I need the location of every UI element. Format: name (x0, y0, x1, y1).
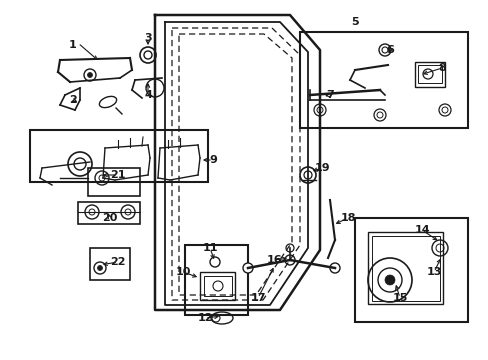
Text: 14: 14 (413, 225, 429, 235)
Bar (184, 245, 247, 315)
Text: 18: 18 (340, 213, 355, 223)
Bar (367, 232, 442, 304)
Text: 11: 11 (202, 243, 217, 253)
Circle shape (285, 255, 294, 265)
Text: 1: 1 (69, 40, 77, 50)
Text: 16: 16 (265, 255, 281, 265)
Text: 8: 8 (437, 63, 445, 73)
Bar (88, 168, 140, 196)
Bar (417, 65, 441, 83)
Circle shape (329, 263, 339, 273)
Text: 4: 4 (144, 90, 152, 100)
Bar (371, 236, 439, 301)
Text: 6: 6 (385, 45, 393, 55)
Bar (90, 248, 130, 280)
Text: 9: 9 (209, 155, 217, 165)
Bar (354, 218, 467, 322)
Text: 21: 21 (110, 170, 125, 180)
Text: 5: 5 (350, 17, 358, 27)
Text: 7: 7 (325, 90, 333, 100)
Text: 12: 12 (197, 313, 212, 323)
Text: 15: 15 (391, 293, 407, 303)
Text: 3: 3 (144, 33, 151, 43)
Text: 22: 22 (110, 257, 125, 267)
Bar (30, 130, 207, 182)
Circle shape (97, 266, 102, 270)
Circle shape (87, 72, 92, 77)
Bar (200, 272, 235, 300)
Bar (78, 202, 140, 224)
Text: 19: 19 (314, 163, 329, 173)
Bar (414, 62, 444, 87)
Text: 13: 13 (426, 267, 441, 277)
Circle shape (384, 275, 394, 285)
Text: 10: 10 (175, 267, 190, 277)
Text: 20: 20 (102, 213, 118, 223)
Circle shape (243, 263, 252, 273)
Bar (203, 276, 231, 296)
Text: 17: 17 (250, 293, 265, 303)
Bar (299, 32, 467, 128)
Text: 2: 2 (69, 95, 77, 105)
